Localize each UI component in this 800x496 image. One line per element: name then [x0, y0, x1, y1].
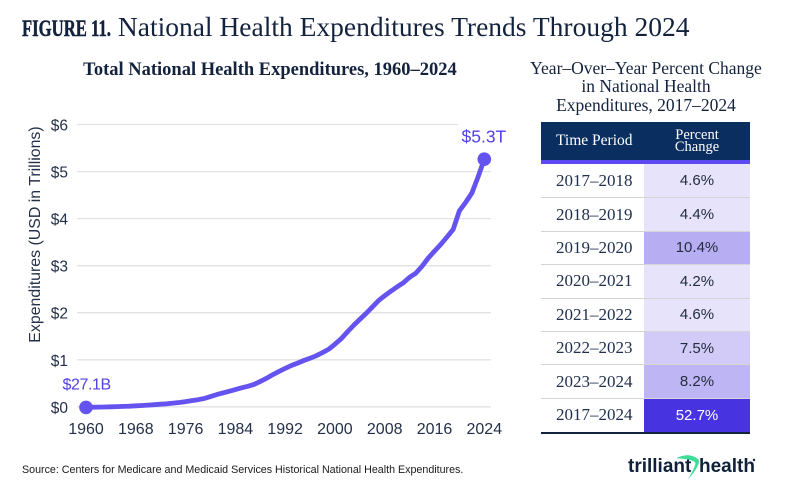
- svg-text:$5: $5: [51, 165, 68, 182]
- svg-text:$4: $4: [51, 212, 69, 229]
- svg-text:1968: 1968: [118, 421, 154, 438]
- svg-text:$5.3T: $5.3T: [462, 127, 507, 147]
- svg-text:1960: 1960: [68, 421, 104, 438]
- svg-text:Expenditures (USD in Trillions: Expenditures (USD in Trillions): [27, 126, 44, 342]
- svg-text:$2: $2: [51, 306, 68, 323]
- svg-text:2016: 2016: [417, 421, 453, 438]
- svg-text:1976: 1976: [168, 421, 204, 438]
- svg-text:2000: 2000: [317, 421, 353, 438]
- svg-text:health: health: [699, 456, 755, 477]
- svg-text:2008: 2008: [367, 421, 403, 438]
- svg-text:2024: 2024: [467, 421, 503, 438]
- svg-text:$6: $6: [51, 118, 68, 135]
- svg-text:$0: $0: [51, 400, 69, 417]
- svg-text:1992: 1992: [267, 421, 303, 438]
- svg-text:$27.1B: $27.1B: [63, 377, 111, 394]
- svg-text:trilliant: trilliant: [628, 456, 692, 477]
- svg-text:1984: 1984: [218, 421, 254, 438]
- svg-text:$1: $1: [51, 353, 68, 370]
- svg-text:$3: $3: [51, 259, 68, 276]
